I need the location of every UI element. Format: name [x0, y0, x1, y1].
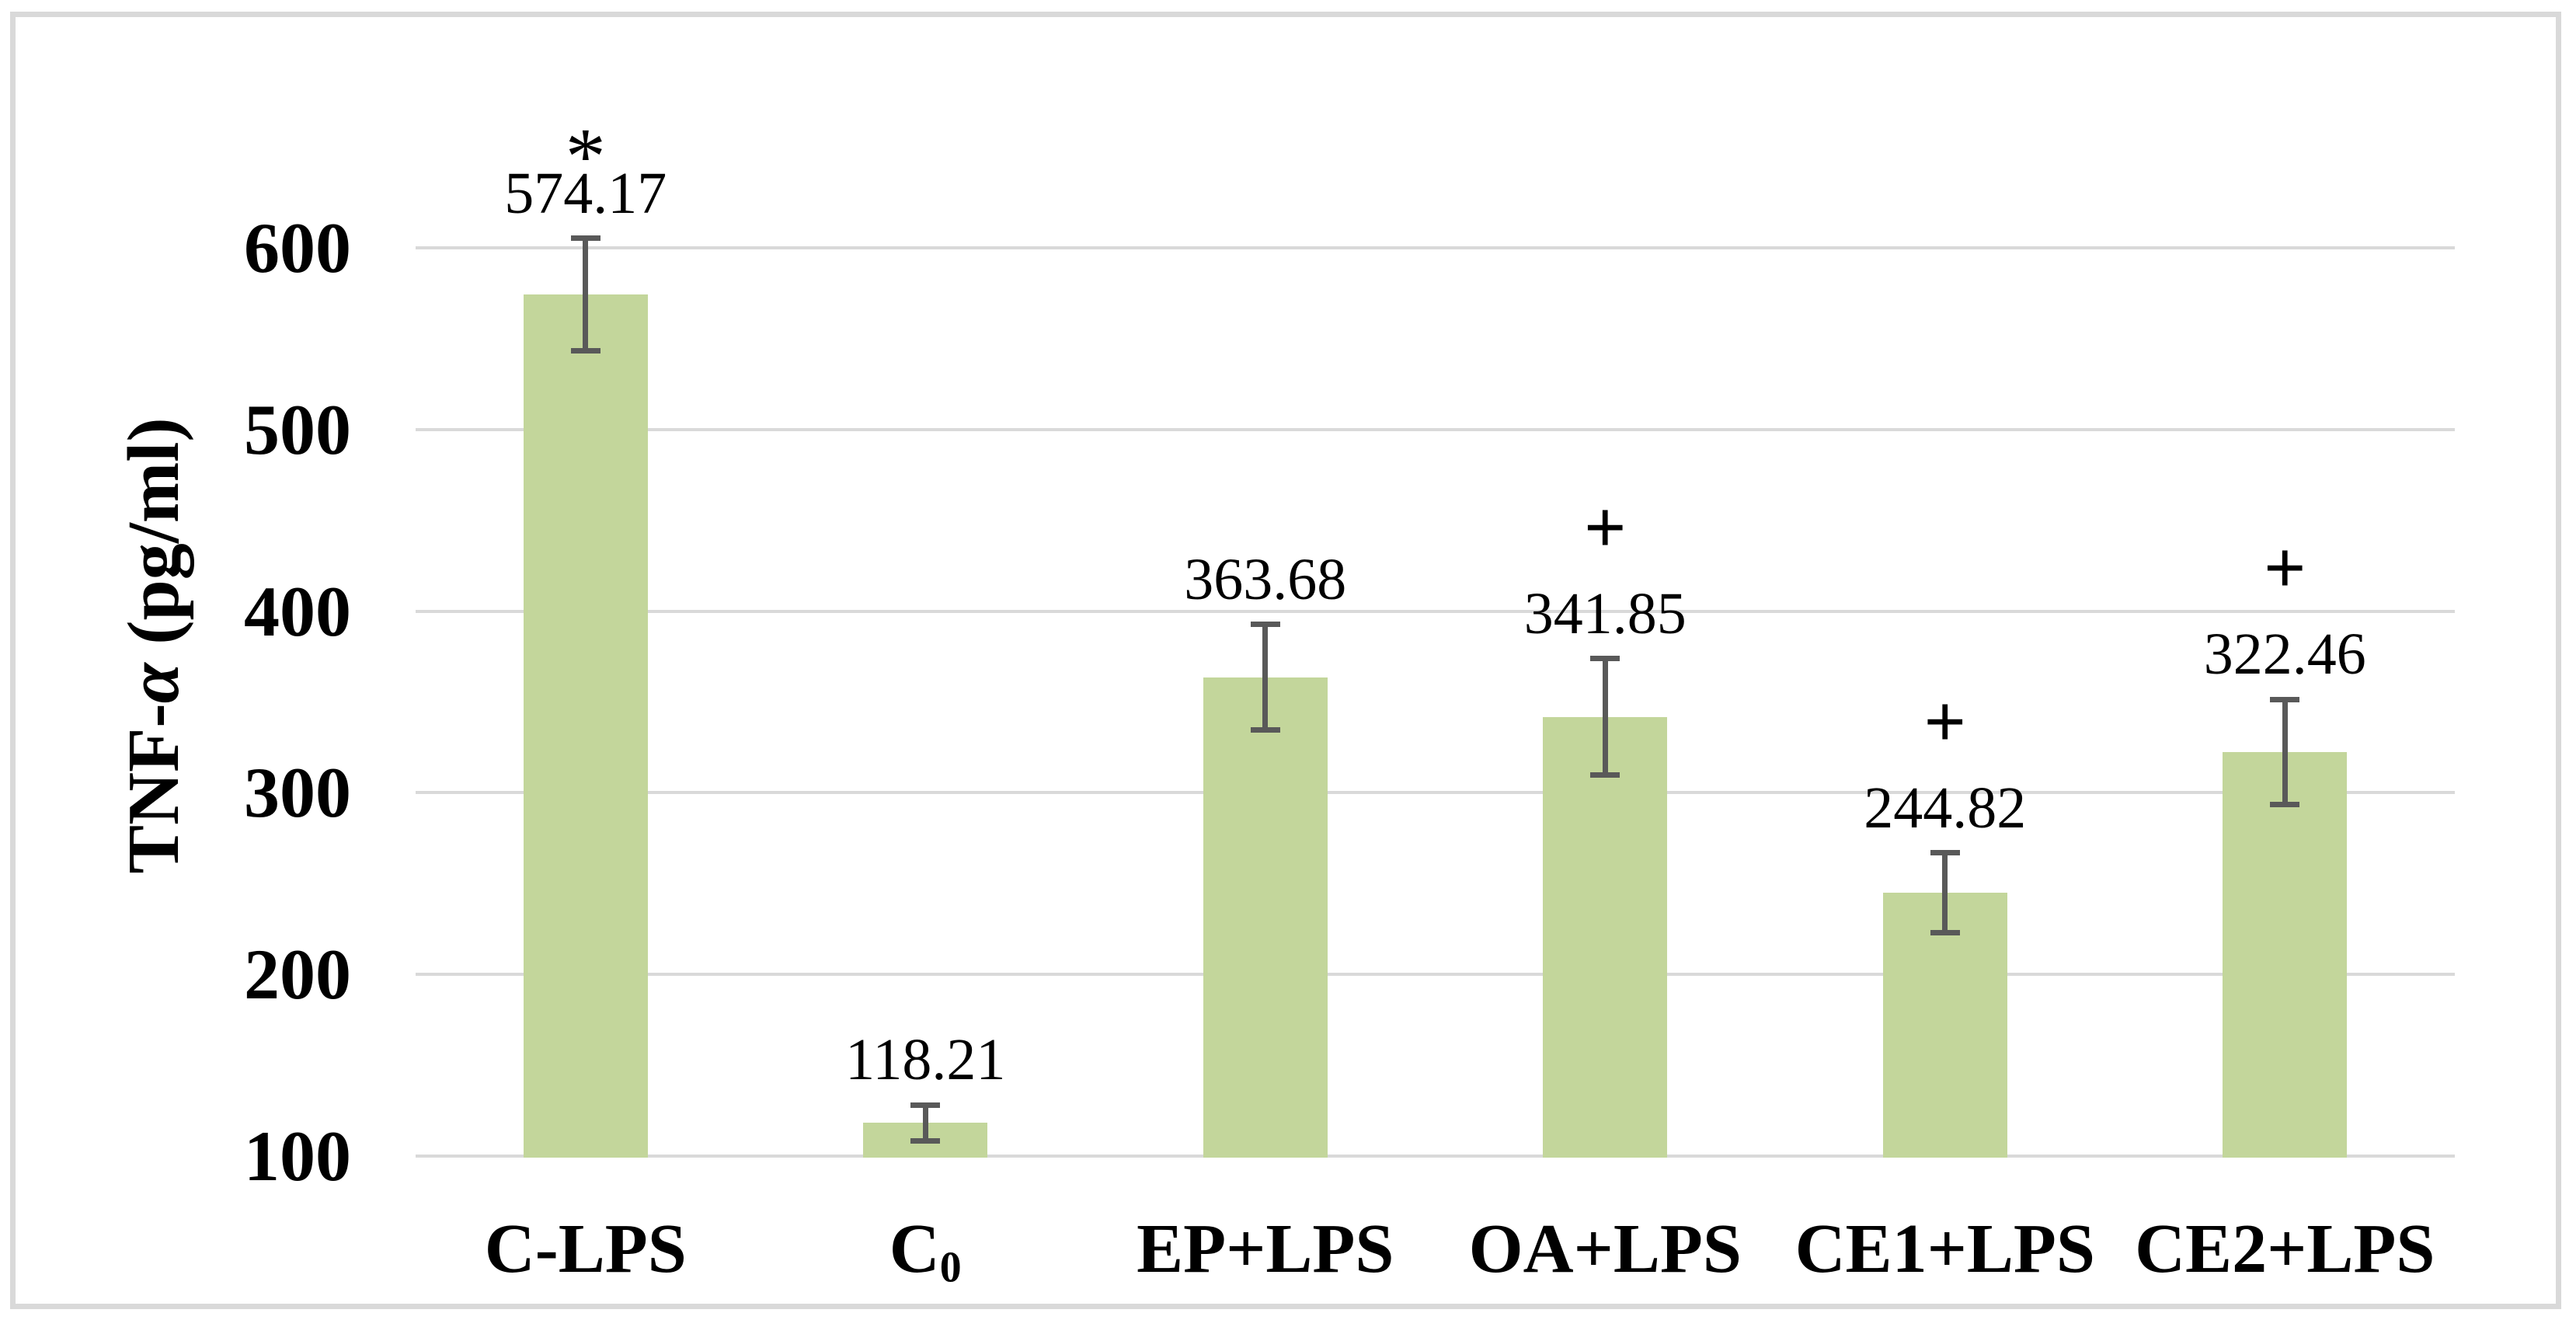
- x-category-label-C-LPS: C-LPS: [416, 1209, 756, 1290]
- error-bar-bottom-cap-CE2+LPS: [2270, 802, 2300, 808]
- y-tick-label-500: 500: [244, 389, 351, 469]
- error-bar-top-cap-CE1+LPS: [1930, 850, 1960, 856]
- gridline-500: [416, 427, 2455, 431]
- x-category-label-text: OA+LPS: [1468, 1210, 1742, 1287]
- error-bar-line-C-LPS: [583, 238, 589, 351]
- error-bar-top-cap-C0: [910, 1102, 941, 1108]
- x-category-label-text: EP+LPS: [1137, 1210, 1394, 1287]
- x-category-label-text: C: [889, 1210, 940, 1287]
- bar-value-label-CE1+LPS: 244.82: [1864, 775, 2027, 841]
- error-bar-line-C0: [922, 1105, 928, 1141]
- bar-value-label-C0: 118.21: [845, 1027, 1006, 1093]
- error-bar-line-CE2+LPS: [2282, 699, 2288, 805]
- error-bar-top-cap-OA+LPS: [1590, 656, 1620, 662]
- bar-CE1+LPS: [1882, 893, 2007, 1158]
- x-category-label-text: CE1+LPS: [1794, 1210, 2095, 1287]
- bar-OA+LPS: [1543, 716, 1668, 1158]
- figure-border: [10, 12, 2561, 1309]
- error-bar-line-CE1+LPS: [1942, 852, 1948, 933]
- error-bar-bottom-cap-CE1+LPS: [1930, 930, 1960, 936]
- gridline-600: [416, 246, 2455, 249]
- bar-value-label-EP+LPS: 363.68: [1184, 546, 1347, 612]
- error-bar-line-EP+LPS: [1262, 624, 1269, 730]
- y-tick-label-400: 400: [244, 571, 351, 651]
- x-category-label-text: C-LPS: [484, 1210, 687, 1287]
- x-category-label-CE2+LPS: CE2+LPS: [2115, 1209, 2456, 1290]
- x-category-label-OA+LPS: OA+LPS: [1436, 1209, 1776, 1290]
- gridline-200: [416, 973, 2455, 977]
- x-category-label-C0: C0: [756, 1209, 1096, 1308]
- bar-CE2+LPS: [2223, 751, 2348, 1158]
- y-tick-label-600: 600: [244, 208, 351, 287]
- error-bar-bottom-cap-EP+LPS: [1250, 726, 1280, 733]
- x-category-label-text: CE2+LPS: [2135, 1210, 2435, 1287]
- bar-value-label-CE2+LPS: 322.46: [2203, 622, 2366, 688]
- gridline-300: [416, 791, 2455, 795]
- bar-C-LPS: [523, 294, 648, 1158]
- error-bar-bottom-cap-C-LPS: [570, 348, 600, 354]
- error-bar-top-cap-CE2+LPS: [2270, 696, 2300, 702]
- error-bar-top-cap-EP+LPS: [1250, 622, 1280, 628]
- bar-value-label-OA+LPS: 341.85: [1523, 580, 1687, 646]
- bar-value-label-C-LPS: 574.17: [504, 160, 667, 226]
- significance-marker-CE1+LPS: +: [1923, 679, 1967, 763]
- significance-marker-OA+LPS: +: [1583, 485, 1627, 569]
- y-tick-label-300: 300: [244, 753, 351, 833]
- significance-marker-CE2+LPS: +: [2263, 526, 2306, 610]
- gridline-400: [416, 609, 2455, 613]
- error-bar-bottom-cap-OA+LPS: [1590, 771, 1620, 778]
- bar-EP+LPS: [1203, 677, 1328, 1158]
- error-bar-line-OA+LPS: [1602, 658, 1608, 775]
- significance-marker-C-LPS: *: [565, 111, 606, 201]
- gridline-100: [416, 1155, 2455, 1158]
- y-tick-label-200: 200: [244, 935, 351, 1015]
- y-tick-label-100: 100: [244, 1116, 351, 1196]
- error-bar-top-cap-C-LPS: [570, 235, 600, 242]
- x-category-label-subscript: 0: [939, 1243, 962, 1292]
- x-category-label-CE1+LPS: CE1+LPS: [1775, 1209, 2115, 1290]
- x-category-label-EP+LPS: EP+LPS: [1095, 1209, 1436, 1290]
- error-bar-bottom-cap-C0: [910, 1138, 941, 1144]
- y-axis-title-alpha: α: [113, 663, 194, 704]
